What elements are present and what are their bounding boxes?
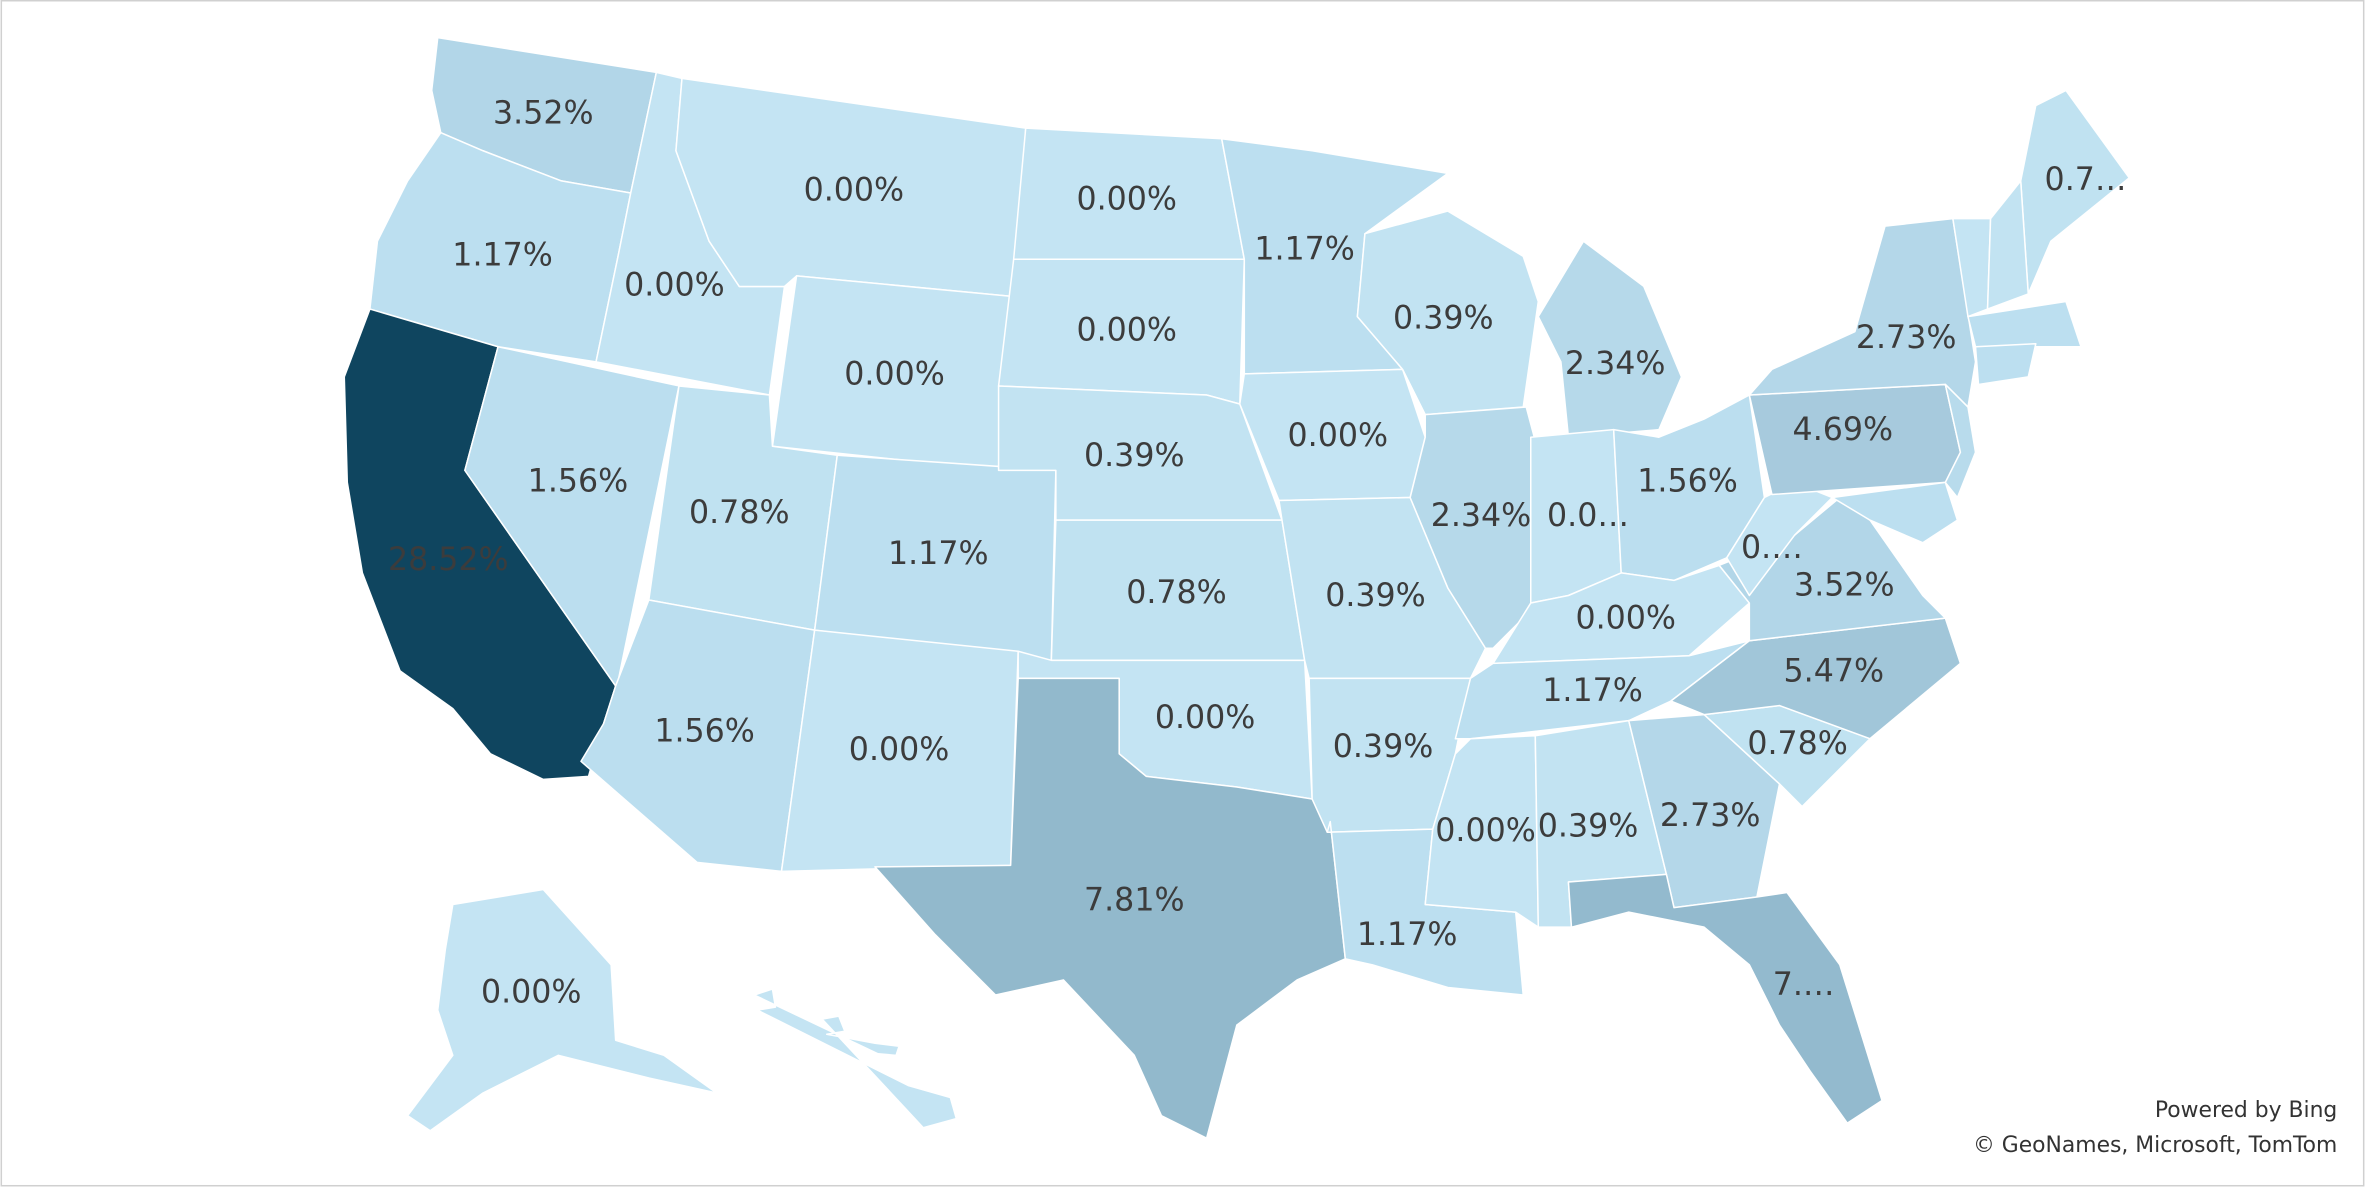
state — [1537, 240, 1683, 438]
state — [1967, 300, 2082, 348]
state-value-label: 0.39% — [1538, 809, 1639, 845]
state-value-label: 0.00% — [1076, 182, 1177, 218]
state-value-label: 0.00% — [1076, 313, 1177, 349]
state-value-label: 0.00% — [1575, 601, 1676, 637]
state-value-label: 0.00% — [1435, 813, 1536, 849]
state-value-label: 0.39% — [1084, 438, 1185, 474]
state-value-label: 0.00% — [804, 172, 905, 208]
state-value-label: 2.73% — [1660, 798, 1761, 834]
states — [343, 36, 2131, 1139]
state-value-label: 3.52% — [493, 96, 594, 132]
labels: 3.52% 1.17% 28.52% 1.56% 0.00% 0.00% 0.00% 0.78… — [388, 96, 2127, 1011]
state-value-label: 0.7… — [2045, 162, 2127, 198]
state-value-label: 4.69% — [1793, 412, 1894, 448]
state-value-label: 0.78% — [689, 495, 790, 531]
state-value-label: 2.34% — [1565, 346, 1666, 382]
state-value-label: 1.56% — [528, 463, 629, 499]
state-value-label: 5.47% — [1784, 653, 1885, 689]
state-value-label: 3.52% — [1794, 567, 1895, 603]
state — [1944, 383, 1977, 499]
state-value-label: 0.00% — [844, 356, 945, 392]
state — [753, 988, 958, 1129]
state — [1356, 210, 1540, 416]
state-value-label: 2.73% — [1856, 320, 1957, 356]
state-value-label: 0.39% — [1333, 729, 1434, 765]
state-value-label: 0.00% — [1155, 700, 1256, 736]
state-value-label: 0.39% — [1393, 301, 1494, 337]
state-value-label: 1.17% — [1357, 917, 1458, 953]
state — [1974, 342, 2037, 386]
state-value-label: 0.00% — [1288, 418, 1389, 454]
state-value-label: 7.81% — [1084, 883, 1185, 919]
attribution-line: Powered by Bing — [2155, 1098, 2337, 1123]
state-value-label: 0.00% — [849, 732, 950, 768]
state — [874, 677, 1347, 1139]
attribution-line: © GeoNames, Microsoft, TomTom — [1973, 1133, 2337, 1158]
state-value-label: 1.17% — [1254, 231, 1355, 267]
state-value-label: 7.… — [1773, 967, 1835, 1003]
state — [1748, 217, 1977, 408]
state — [1409, 406, 1540, 650]
state — [1986, 180, 2030, 310]
state-value-label: 0.0… — [1547, 498, 1629, 534]
state-value-label: 0.00% — [624, 267, 725, 303]
state-value-label: 1.17% — [1542, 673, 1643, 709]
state-value-label: 0.00% — [481, 975, 582, 1011]
state-value-label: 0.78% — [1747, 726, 1848, 762]
state-value-label: 0.78% — [1126, 575, 1227, 611]
state-value-label: 1.56% — [1637, 463, 1738, 499]
state — [1718, 496, 1947, 642]
state-value-label: 2.34% — [1431, 498, 1532, 534]
state-value-label: 0.39% — [1325, 578, 1426, 614]
state-value-label: 1.17% — [888, 536, 989, 572]
state-value-label: 1.56% — [654, 714, 755, 750]
state — [1831, 481, 1959, 544]
state-value-label: 28.52% — [388, 542, 509, 578]
state-value-label: 1.17% — [452, 237, 553, 273]
state — [1567, 873, 1883, 1124]
state — [1670, 617, 1962, 740]
state-value-label: 0.… — [1741, 530, 1803, 566]
state — [406, 888, 718, 1132]
